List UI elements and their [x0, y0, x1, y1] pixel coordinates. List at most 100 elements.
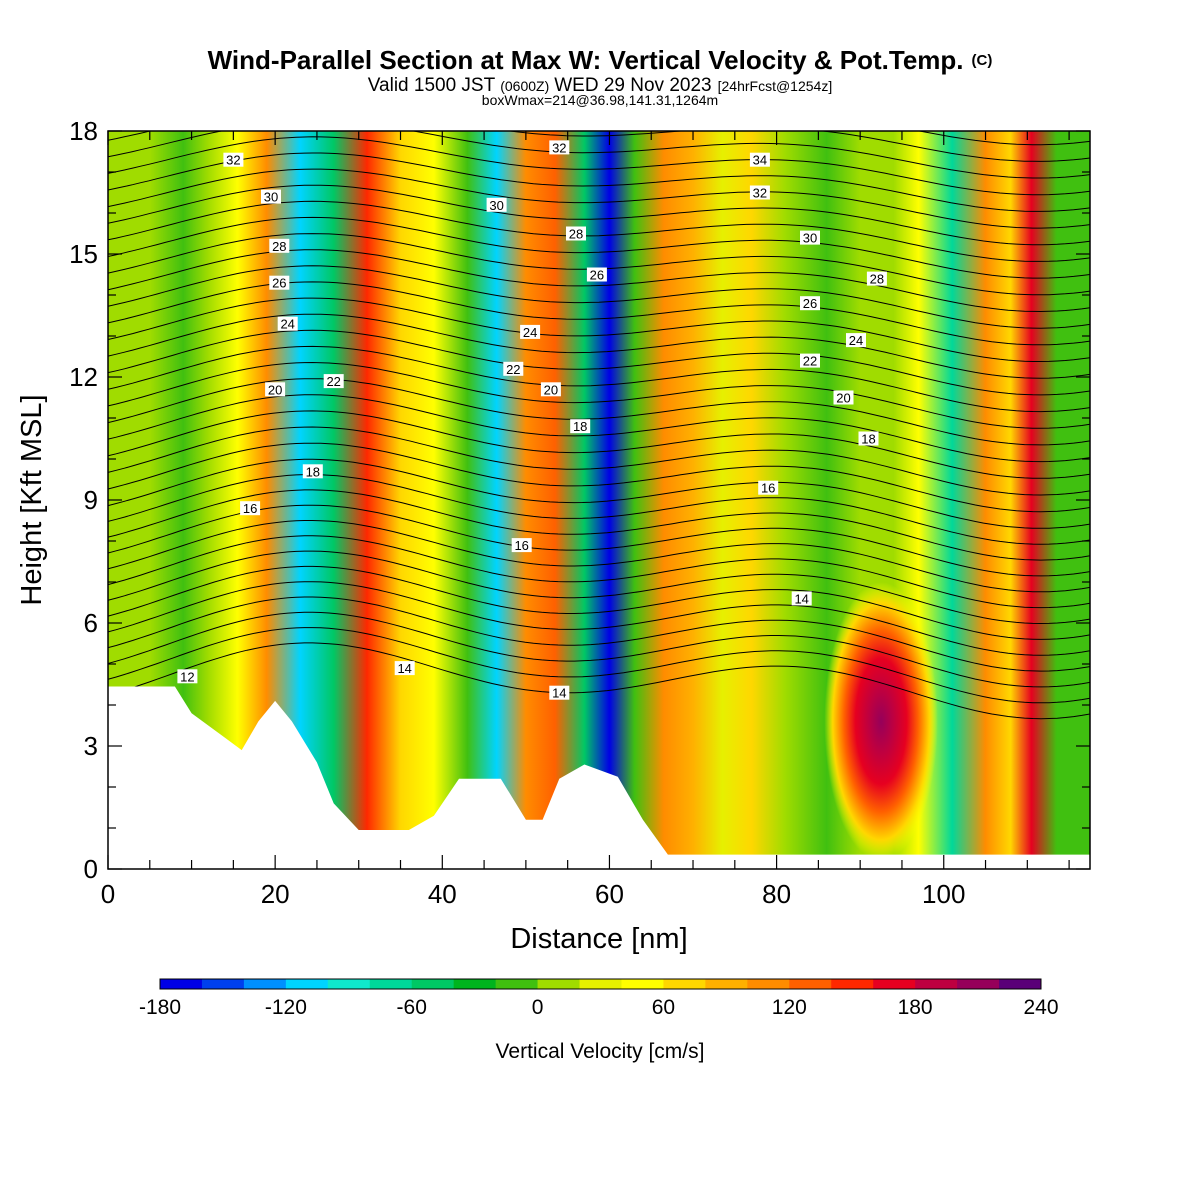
theta-contour-line: [108, 152, 1090, 212]
theta-label-box: [791, 591, 812, 606]
theta-label: 14: [791, 591, 812, 606]
colorbar-tick-label: 240: [1023, 996, 1058, 1019]
theta-label-text: 22: [326, 374, 340, 389]
x-axis-label: Distance [nm]: [510, 923, 687, 955]
theta-contour-line: [108, 458, 1090, 529]
theta-contour-line: [108, 611, 1090, 688]
theta-contour-line: [108, 345, 1090, 413]
theta-label-box: [261, 189, 281, 204]
y-tick-label: 0: [84, 854, 98, 884]
theta-contour-line: [108, 216, 1090, 279]
colorbar-swatch: [411, 979, 455, 989]
theta-label-box: [833, 390, 854, 405]
theta-contour-line: [108, 504, 1090, 577]
theta-label-text: 32: [226, 153, 240, 168]
y-tick-label: 15: [69, 239, 98, 269]
colorbar-swatch: [705, 979, 748, 989]
theta-label-box: [540, 382, 561, 397]
theta-label-box: [800, 296, 820, 311]
theta-label-box: [549, 685, 570, 700]
colorbar-tick-label: 0: [532, 996, 544, 1019]
theta-label-box: [269, 275, 290, 290]
theta-label-text: 26: [803, 296, 817, 311]
colorbar-swatch: [915, 979, 958, 989]
theta-label: 18: [858, 431, 879, 447]
theta-label: 28: [566, 226, 586, 242]
colorbar-swatch: [453, 979, 497, 989]
theta-label: 18: [302, 464, 323, 479]
theta-label-text: 16: [761, 481, 775, 496]
theta-label-text: 12: [180, 669, 194, 684]
y-axis: 0 3 6 9 12 15 18: [69, 116, 1090, 884]
theta-label-text: 24: [280, 317, 294, 332]
theta-contour-line: [108, 410, 1090, 479]
theta-label-box: [566, 226, 586, 241]
colorbar-swatch: [663, 979, 706, 989]
theta-contour-line: [108, 131, 1090, 179]
theta-label-text: 26: [590, 268, 604, 283]
theta-label-text: 14: [397, 661, 411, 676]
theta-label-text: 22: [803, 354, 817, 369]
theta-contour-line: [108, 474, 1090, 545]
theta-label: 32: [549, 140, 570, 155]
theta-contour-labels: 12 14 14 14 16 16 16 18 18 18 20 20 20 22 22 22 24 24 24 26…: [177, 140, 887, 701]
theta-label: 16: [758, 480, 779, 496]
colorbar-swatch: [369, 979, 413, 989]
theta-label-box: [323, 374, 344, 389]
theta-label: 30: [486, 197, 507, 213]
theta-label: 26: [269, 275, 290, 291]
theta-label: 12: [177, 669, 198, 684]
colorbar-tick-label: -120: [265, 996, 307, 1019]
theta-label-text: 20: [836, 391, 850, 406]
theta-label-text: 28: [272, 239, 286, 254]
x-tick-label: 60: [595, 879, 624, 909]
colorbar-swatch: [201, 979, 245, 989]
theta-label-box: [749, 152, 770, 167]
x-tick-label: 20: [261, 879, 290, 909]
colorbar-swatch: [957, 979, 1000, 989]
theta-label-text: 30: [264, 190, 278, 205]
subtitle-utc: (0600Z): [500, 78, 549, 94]
theta-label-box: [520, 324, 541, 339]
theta-contour-line: [108, 550, 1090, 625]
theta-contour-line: [108, 297, 1090, 362]
theta-contour-line: [108, 313, 1090, 379]
theta-contour-line: [108, 535, 1090, 609]
subtitle-date: WED 29 Nov 2023: [554, 75, 711, 96]
theta-label: 26: [586, 267, 607, 283]
colorbar-label: Vertical Velocity [cm/s]: [496, 1040, 705, 1063]
chart-title: Wind-Parallel Section at Max W: Vertical…: [208, 45, 964, 75]
theta-label: 22: [800, 353, 820, 369]
chart-title-group: Wind-Parallel Section at Max W: Vertical…: [208, 45, 993, 75]
theta-label: 28: [269, 238, 290, 254]
theta-label: 34: [749, 152, 770, 168]
theta-label: 26: [800, 296, 820, 311]
theta-contour-line: [108, 489, 1090, 561]
y-tick-label: 6: [84, 608, 98, 638]
theta-label-box: [269, 238, 290, 253]
theta-label-box: [503, 361, 524, 376]
theta-label: 20: [540, 382, 561, 397]
theta-label-box: [511, 538, 532, 553]
colorbar-tick-label: 120: [772, 996, 807, 1019]
colorbar-swatch: [285, 979, 329, 989]
theta-label-box: [858, 431, 879, 446]
x-tick-label: 0: [101, 879, 115, 909]
theta-label: 16: [240, 501, 261, 516]
colorbar-tick-label: 60: [652, 996, 675, 1019]
theta-contour-line: [108, 329, 1090, 396]
theta-label-text: 16: [243, 501, 257, 516]
theta-contour-line: [108, 642, 1090, 720]
theta-label: 18: [570, 419, 591, 434]
colorbar-swatch: [999, 979, 1042, 989]
theta-label-text: 24: [849, 333, 863, 348]
y-tick-label: 18: [69, 116, 98, 146]
x-tick-label: 100: [922, 879, 965, 909]
colorbar-swatch: [243, 979, 287, 989]
subtitle-valid: Valid 1500 JST: [368, 75, 496, 96]
theta-label-text: 22: [506, 362, 520, 377]
chart-subtitle: Valid 1500 JST (0600Z) WED 29 Nov 2023 [24h…: [368, 75, 832, 96]
theta-label-text: 28: [870, 272, 884, 287]
chart-subtitle-2: boxWmax=214@36.98,141.31,1264m: [482, 92, 718, 108]
